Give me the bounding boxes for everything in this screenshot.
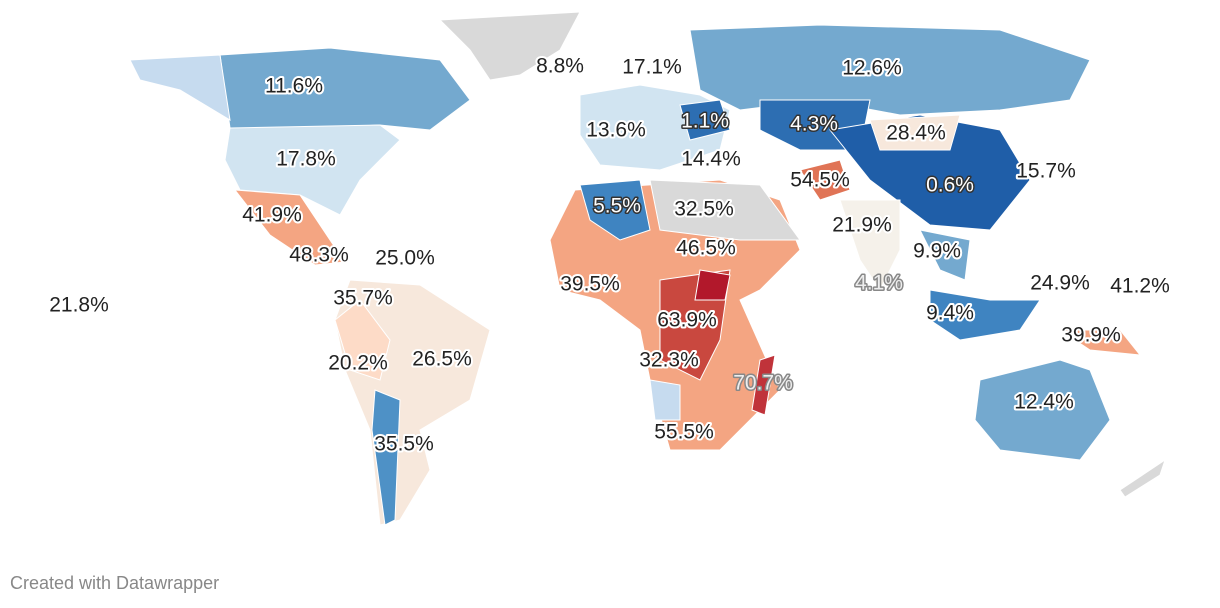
region-label: 63.9%	[657, 309, 717, 332]
region-label: 70.7%	[733, 372, 793, 395]
region-label: 12.6%	[842, 57, 902, 80]
land	[129, 11, 1166, 526]
region-label: 0.6%	[926, 174, 974, 197]
region-label: 41.2%	[1110, 275, 1170, 298]
labels: 11.6% 17.8% 8.8% 17.1% 12.6% 13.6% 1.1% 4.3% 28.…	[47, 53, 1172, 458]
region-label: 8.8%	[536, 55, 584, 78]
region-label: 28.4%	[886, 122, 946, 145]
region-label: 13.6%	[586, 119, 646, 142]
region-label: 25.0%	[375, 247, 435, 270]
region-label: 17.1%	[622, 56, 682, 79]
region-label: 21.9%	[832, 214, 892, 237]
region-label: 55.5%	[654, 421, 714, 444]
region-label: 26.5%	[412, 348, 472, 371]
region-label: 32.5%	[674, 198, 734, 221]
region-label: 46.5%	[676, 237, 736, 260]
region-label: 15.7%	[1016, 160, 1076, 183]
region-label: 41.9%	[242, 204, 302, 227]
region-label: 11.6%	[265, 75, 323, 98]
region-label: 9.4%	[926, 302, 974, 325]
region-label: 9.9%	[913, 240, 961, 263]
region-label: 12.4%	[1014, 391, 1074, 414]
region-label: 17.8%	[276, 148, 336, 171]
region-label: 35.5%	[374, 433, 434, 456]
region-label: 32.3%	[639, 349, 699, 372]
region-label: 24.9%	[1030, 272, 1090, 295]
region-label: 35.7%	[333, 287, 393, 310]
region-label: 14.4%	[681, 148, 741, 171]
region-label: 4.3%	[790, 113, 838, 136]
region-label: 21.8%	[49, 294, 109, 317]
region-label: 4.1%	[855, 272, 903, 295]
region-label: 20.2%	[328, 352, 388, 375]
region-label: 5.5%	[593, 195, 641, 218]
footer: Created with Datawrapper	[10, 573, 219, 593]
region-label: 1.1%	[681, 110, 729, 133]
region-label: 39.9%	[1061, 324, 1121, 347]
region-label: 39.5%	[560, 273, 620, 296]
region-label: 48.3%	[289, 244, 349, 267]
region-label: 54.5%	[790, 169, 850, 192]
